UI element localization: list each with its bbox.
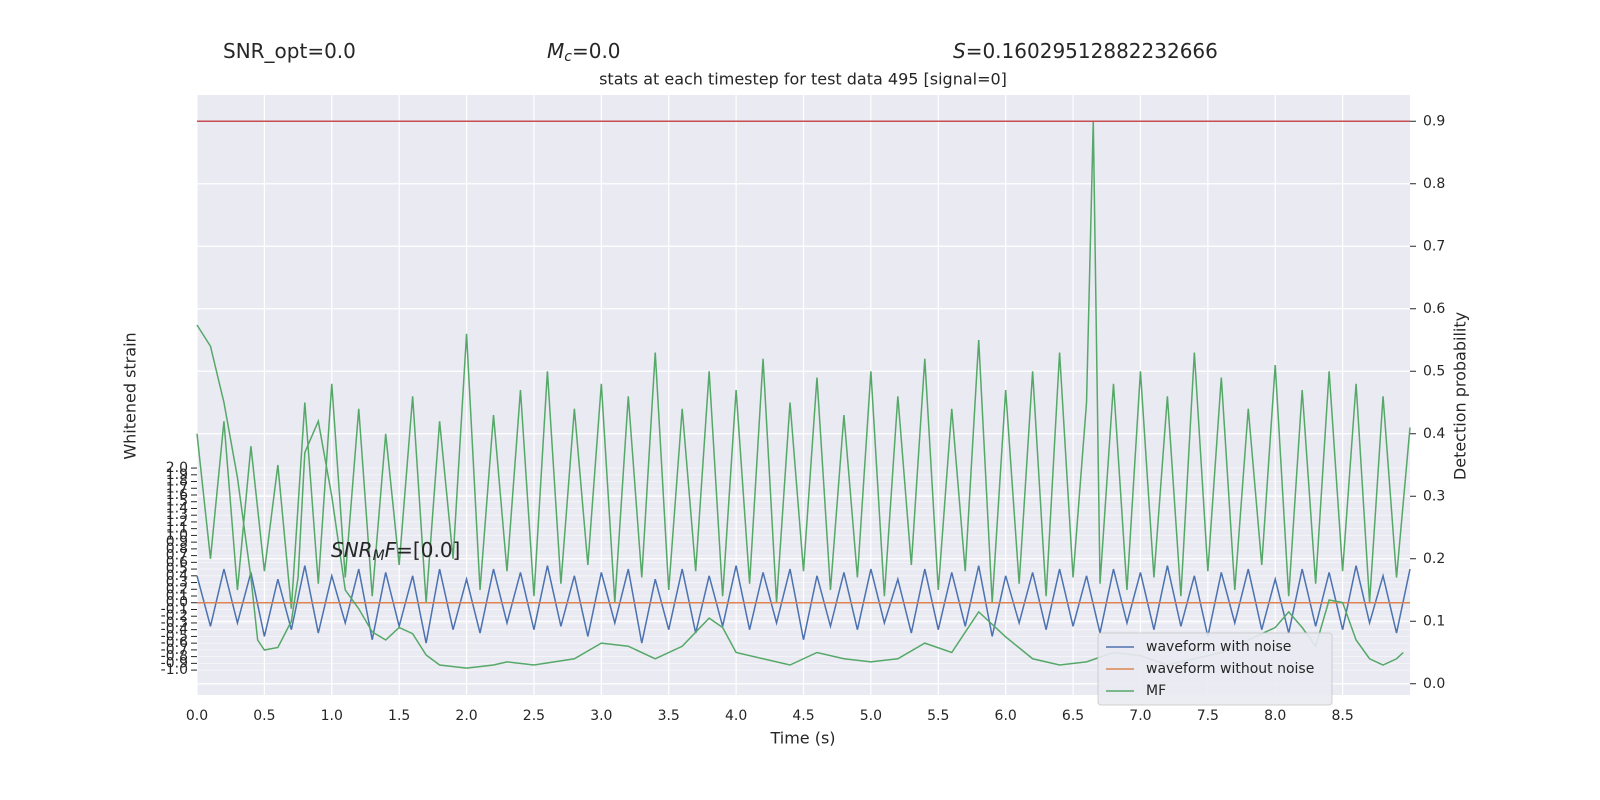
x-tick-label: 8.0: [1264, 708, 1286, 724]
y-tick-label: 0.0: [166, 595, 188, 611]
x-tick-label: 5.5: [927, 708, 949, 724]
y-tick-label: 0.6: [166, 554, 188, 570]
legend-box: [1097, 632, 1333, 706]
x-tick-label: 5.0: [860, 708, 882, 724]
y-tick-label: 1.3: [166, 507, 188, 523]
x-tick-label: 0.0: [186, 708, 208, 724]
annotation-text: =[0.0]: [396, 538, 460, 562]
y-tick-label: 0.5: [166, 561, 188, 577]
y2-tick-label: 0.3: [1423, 488, 1445, 504]
x-tick-label: 4.5: [792, 708, 814, 724]
x-tick-label: 0.5: [253, 708, 275, 724]
series-line: [196, 121, 1411, 609]
axes: 0.0 0.5 1.0 1.5 2.0 2.5 3.0 3.5 4.0 4.5 5.0 5.5 6.0 6…: [161, 113, 1446, 724]
y-tick-label: -0.5: [161, 628, 188, 644]
x-tick-label: 1.0: [321, 708, 343, 724]
y2-tick-label: 0.8: [1423, 176, 1445, 192]
y-tick-label: 1.9: [166, 467, 188, 483]
y2-tick-label: 0.0: [1423, 676, 1445, 692]
y-tick-label: 1.5: [166, 494, 188, 510]
annotation-text: =0.0: [572, 39, 621, 63]
y-tick-label: 1.8: [166, 474, 188, 490]
legend-label: waveform without noise: [1146, 661, 1314, 677]
y2-tick-label: 0.7: [1423, 238, 1445, 254]
x-tick-label: 8.5: [1331, 708, 1353, 724]
y2-tick-label: 0.5: [1423, 363, 1445, 379]
annotation-subscript: M: [373, 548, 385, 564]
y-axis-label: Whitened strain: [121, 332, 140, 459]
annotation-subscript: c: [564, 49, 572, 65]
y-tick-label: -1.0: [161, 662, 188, 678]
y-tick-label: 1.7: [166, 480, 188, 496]
x-tick-label: 6.0: [995, 708, 1017, 724]
annotation-symbol: S: [953, 39, 966, 63]
y-tick-label: -0.9: [161, 655, 188, 671]
x-tick-label: 4.0: [725, 708, 747, 724]
y-tick-label: 2.0: [166, 460, 188, 476]
y2-axis-label: Detection probability: [1451, 312, 1470, 480]
x-tick-label: 2.0: [455, 708, 477, 724]
y-tick-label: 1.0: [166, 527, 188, 543]
y-tick-label: -0.3: [161, 615, 188, 631]
y-tick-label: -0.7: [161, 642, 188, 658]
x-tick-label: 3.0: [590, 708, 612, 724]
y-tick-label: 0.1: [166, 588, 188, 604]
y2-tick-label: 0.9: [1423, 113, 1445, 129]
x-tick-label: 1.5: [388, 708, 410, 724]
y-tick-label: 0.2: [166, 581, 188, 597]
y-tick-label: -0.8: [161, 649, 188, 665]
y-tick-label: -0.1: [161, 601, 188, 617]
y-tick-label: 0.8: [166, 541, 188, 557]
y2-tick-label: 0.6: [1423, 301, 1445, 317]
legend: waveform with noise waveform without nois…: [1097, 632, 1333, 706]
y-tick-label: 1.6: [166, 487, 188, 503]
annotation: SNRMF=[0.0]: [331, 538, 460, 565]
y-tick-label: 1.1: [166, 521, 188, 537]
annotation-text: =0.16029512882232666: [966, 39, 1218, 63]
annotation-symbol: F: [385, 538, 397, 562]
y-tick-label: 0.4: [166, 568, 188, 584]
y2-tick-label: 0.4: [1423, 426, 1445, 442]
y-tick-label: 0.7: [166, 548, 188, 564]
annotation: S=0.16029512882232666: [953, 39, 1218, 63]
x-tick-label: 3.5: [658, 708, 680, 724]
y2-tick-label: 0.1: [1423, 613, 1445, 629]
y2-tick-label: 0.2: [1423, 551, 1445, 567]
legend-label: MF: [1146, 683, 1166, 699]
y-tick-label: -0.4: [161, 622, 188, 638]
y-tick-label: 0.3: [166, 575, 188, 591]
x-tick-label: 7.5: [1197, 708, 1219, 724]
y-tick-label: 1.2: [166, 514, 188, 530]
y-tick-label: 1.4: [166, 500, 188, 516]
x-tick-label: 7.0: [1129, 708, 1151, 724]
annotation-text: SNR_opt=0.0: [223, 39, 356, 63]
annotation-symbol: M: [547, 39, 564, 63]
x-tick-label: 6.5: [1062, 708, 1084, 724]
annotation: Mc=0.0: [547, 39, 621, 66]
annotation: SNR_opt=0.0: [223, 39, 356, 63]
x-tick-label: 2.5: [523, 708, 545, 724]
y-tick-label: -0.2: [161, 608, 188, 624]
series-line: [196, 324, 1404, 669]
y-tick-label: -0.6: [161, 635, 188, 651]
chart-title: stats at each timestep for test data 495…: [599, 70, 1007, 89]
legend-label: waveform with noise: [1146, 639, 1291, 655]
y-tick-label: 0.9: [166, 534, 188, 550]
x-axis-label: Time (s): [769, 729, 835, 748]
annotation-symbol: SNR: [331, 538, 373, 562]
